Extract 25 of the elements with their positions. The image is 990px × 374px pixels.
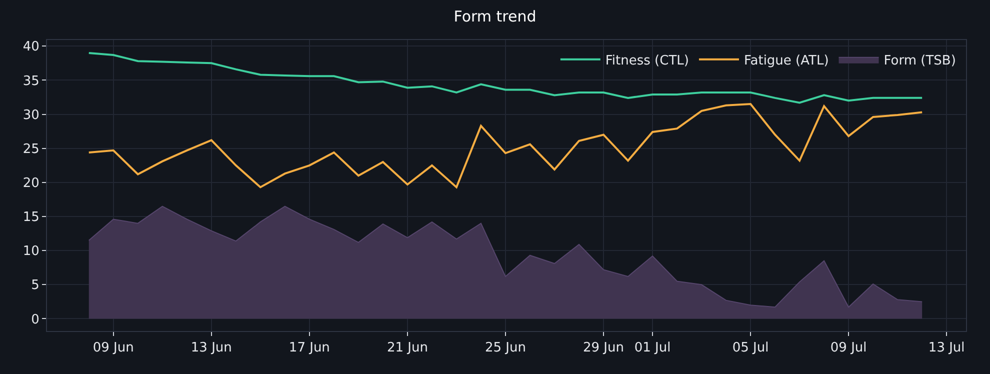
y-tick-label: 5 xyxy=(31,278,40,294)
y-tick-label: 0 xyxy=(31,312,40,328)
x-tick-label: 13 Jun xyxy=(190,340,232,356)
chart-title: Form trend xyxy=(454,8,536,26)
y-tick-label: 20 xyxy=(22,176,40,191)
legend-label: Fatigue (ATL) xyxy=(744,53,829,68)
x-tick-label: 05 Jul xyxy=(732,340,769,356)
x-tick-label: 01 Jul xyxy=(634,340,671,356)
line-series xyxy=(88,103,924,188)
y-tick-label: 25 xyxy=(22,142,40,157)
x-tick-label: 29 Jun xyxy=(583,340,624,356)
x-tick-label: 13 Jul xyxy=(928,340,965,356)
x-tick-label: 09 Jul xyxy=(830,340,867,356)
x-tick-label: 25 Jun xyxy=(484,340,526,356)
y-tick-label: 35 xyxy=(22,74,40,89)
x-tick-label: 09 Jun xyxy=(92,340,134,356)
legend-label: Form (TSB) xyxy=(884,53,956,68)
y-tick-label: 15 xyxy=(22,210,40,226)
y-tick-label: 30 xyxy=(22,108,40,123)
line-series xyxy=(88,52,924,104)
x-tick-label: 21 Jun xyxy=(386,340,428,356)
x-tick-label: 17 Jun xyxy=(288,340,330,356)
y-tick-label: 40 xyxy=(22,40,40,55)
y-tick-label: 10 xyxy=(22,244,40,260)
legend-label: Fitness (CTL) xyxy=(605,53,689,68)
